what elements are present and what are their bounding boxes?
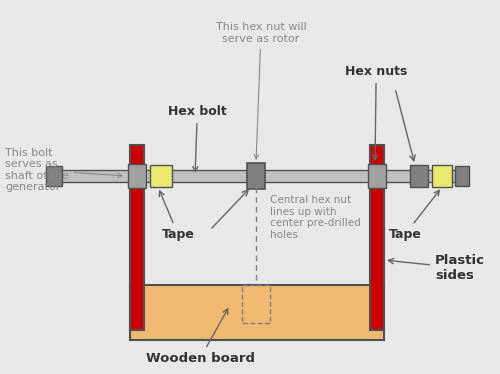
- Bar: [55, 170, 460, 182]
- Bar: [368, 164, 386, 188]
- Text: Tape: Tape: [388, 190, 440, 241]
- Bar: [130, 285, 384, 340]
- Bar: [455, 166, 469, 186]
- Text: This hex nut will
serve as rotor: This hex nut will serve as rotor: [216, 22, 306, 159]
- Text: Tape: Tape: [160, 191, 194, 241]
- Bar: [410, 165, 428, 187]
- Text: Plastic
sides: Plastic sides: [388, 254, 485, 282]
- Bar: [46, 166, 62, 186]
- Bar: [370, 145, 384, 330]
- Text: Wooden board: Wooden board: [146, 309, 254, 365]
- Bar: [130, 145, 144, 330]
- Bar: [432, 165, 452, 187]
- Bar: [247, 163, 265, 189]
- Bar: [242, 285, 270, 323]
- Text: Hex bolt: Hex bolt: [168, 105, 227, 172]
- Bar: [128, 164, 146, 188]
- Text: Hex nuts: Hex nuts: [345, 65, 408, 160]
- Text: Central hex nut
lines up with
center pre-drilled
holes: Central hex nut lines up with center pre…: [270, 195, 361, 240]
- Text: This bolt
serves as
shaft of the
generator: This bolt serves as shaft of the generat…: [5, 148, 122, 192]
- Bar: [150, 165, 172, 187]
